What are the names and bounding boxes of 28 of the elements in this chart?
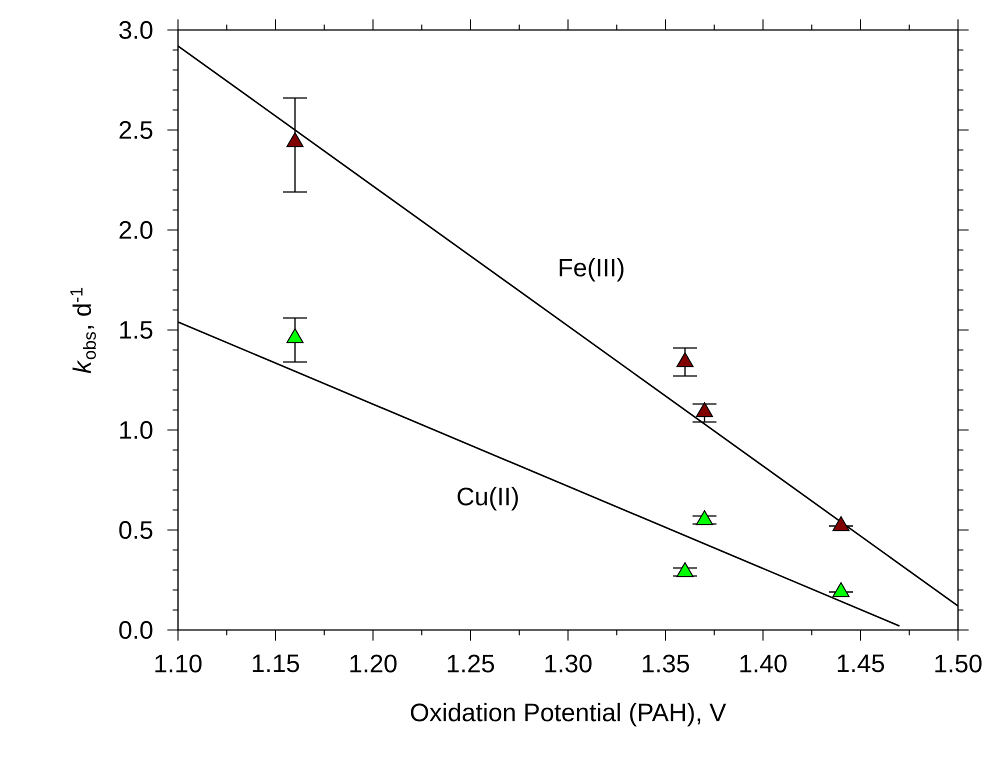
point xyxy=(696,402,714,418)
x-tick-label: 1.30 xyxy=(545,654,592,672)
y-tick-label: 2.0 xyxy=(120,221,152,239)
point xyxy=(676,352,694,368)
series-label: Fe(III) xyxy=(560,258,624,282)
series-label: Cu(II) xyxy=(458,486,518,510)
y-tick-label: 0.5 xyxy=(119,521,152,539)
x-tick-label: 1.40 xyxy=(740,654,787,672)
y-tick-label: 0.0 xyxy=(119,621,152,639)
x-axis-title: Oxidation Potential (PAH), V xyxy=(410,702,726,726)
x-tick-label: 1.10 xyxy=(155,654,202,672)
y-tick-label: 1.0 xyxy=(120,421,152,439)
x-tick-label: 1.45 xyxy=(838,654,884,672)
y-tick-label: 3.0 xyxy=(119,21,152,39)
x-tick-label: 1.25 xyxy=(448,654,494,672)
y-tick-label: 2.5 xyxy=(120,121,152,139)
point xyxy=(832,516,850,532)
y-axis-title: k$_{obs}$, d$^{-1}$ xyxy=(70,288,96,374)
x-tick-label: 1.20 xyxy=(350,654,397,672)
y-tick-label: 1.5 xyxy=(120,321,152,339)
point xyxy=(676,562,694,578)
point xyxy=(286,328,304,344)
point xyxy=(696,510,714,526)
x-tick-label: 1.50 xyxy=(935,654,982,672)
x-tick-label: 1.15 xyxy=(252,654,299,672)
point xyxy=(832,582,850,598)
x-tick-label: 1.35 xyxy=(642,654,690,672)
point xyxy=(286,132,304,148)
